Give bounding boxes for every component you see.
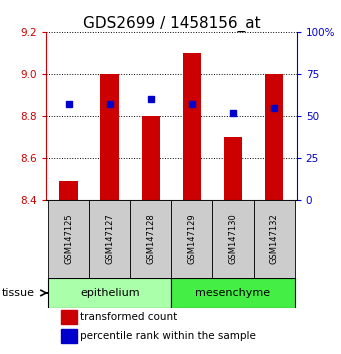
Bar xyxy=(224,137,242,200)
Text: GSM147127: GSM147127 xyxy=(105,213,114,264)
Text: percentile rank within the sample: percentile rank within the sample xyxy=(80,331,256,341)
Text: GSM147132: GSM147132 xyxy=(270,213,279,264)
Bar xyxy=(265,74,283,200)
Bar xyxy=(89,200,130,278)
Text: GSM147125: GSM147125 xyxy=(64,213,73,264)
Bar xyxy=(48,200,89,278)
Bar xyxy=(142,116,160,200)
Bar xyxy=(253,200,295,278)
Text: GSM147130: GSM147130 xyxy=(228,213,237,264)
Bar xyxy=(172,278,295,308)
Text: epithelium: epithelium xyxy=(80,288,139,298)
Bar xyxy=(183,53,201,200)
Bar xyxy=(212,200,253,278)
Title: GDS2699 / 1458156_at: GDS2699 / 1458156_at xyxy=(83,16,260,32)
Text: tissue: tissue xyxy=(2,288,35,298)
Bar xyxy=(59,181,78,200)
Bar xyxy=(172,200,212,278)
Bar xyxy=(101,74,119,200)
Bar xyxy=(130,200,172,278)
Bar xyxy=(48,278,172,308)
Text: transformed count: transformed count xyxy=(80,312,177,322)
Text: GSM147129: GSM147129 xyxy=(188,213,196,264)
Text: GSM147128: GSM147128 xyxy=(146,213,155,264)
Text: mesenchyme: mesenchyme xyxy=(195,288,270,298)
